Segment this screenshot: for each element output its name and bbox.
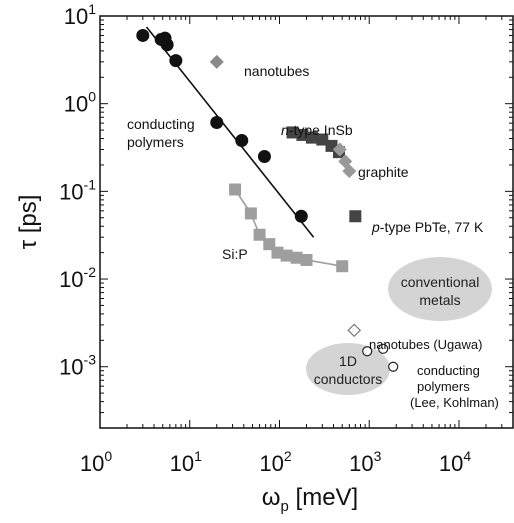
label-n-type-insb-italic: n (281, 122, 289, 138)
si-p-point (290, 251, 303, 264)
conducting-polymers-lee-kohlman-point (388, 361, 399, 372)
conducting-polymers-point (210, 116, 224, 130)
x-tick-label: 102 (259, 448, 291, 476)
marks-layer (136, 28, 399, 372)
nanotubes-ugawa-point (347, 323, 362, 338)
label-p-type-pbte: p-type PbTe, 77 K (371, 219, 484, 235)
label-graphite: graphite (358, 164, 409, 180)
x-tick-label: 104 (439, 448, 471, 476)
x-axis-title-rest: [meV] (289, 484, 358, 511)
x-axis-title: ωp [meV] (262, 484, 358, 515)
conducting-polymers-point (257, 149, 271, 163)
label-nanotubes-ugawa: nanotubes (Ugawa) (369, 337, 482, 352)
conducting-polymers-point (235, 134, 249, 148)
n-type-insb-point (296, 128, 309, 141)
tick-labels-layer: 100 101 102 103 104 10-3 10-2 10-1 100 101 (59, 1, 471, 476)
y-axis-title: τ [ps] (15, 195, 42, 250)
x-axis-title-sub: p (281, 498, 289, 515)
conducting-polymers-point (294, 209, 308, 223)
si-p-point (336, 260, 349, 273)
label-conducting-polymers-2: polymers (127, 134, 184, 150)
y-tick-label: 10-3 (59, 352, 96, 380)
x-tick-label: 101 (170, 448, 202, 476)
label-lee-kohlman-2: polymers (417, 379, 470, 394)
y-tick-label: 10-2 (59, 264, 96, 292)
n-type-insb-point (286, 126, 299, 139)
label-conventional-metals-2: metals (419, 292, 460, 308)
conducting-polymers-point (169, 54, 183, 68)
y-tick-label: 10-1 (59, 176, 96, 204)
label-conducting-polymers-1: conducting (127, 116, 195, 132)
graphite-point (342, 164, 357, 179)
y-tick-label: 101 (64, 1, 96, 29)
ticks-layer (99, 15, 514, 429)
conducting-polymers-point (160, 38, 174, 52)
conducting-polymers-lee-kohlman-point (378, 343, 389, 354)
x-tick-label: 103 (349, 448, 381, 476)
label-p-type-pbte-italic: p (371, 219, 380, 235)
label-lee-kohlman-3: (Lee, Kohlman) (410, 395, 499, 410)
y-tick-label: 100 (64, 89, 96, 117)
si-p-point (229, 183, 242, 196)
label-nanotubes: nanotubes (244, 63, 309, 79)
nanotubes-point (209, 54, 224, 69)
n-type-insb-point (316, 133, 329, 146)
label-conventional-metals-1: conventional (401, 274, 480, 290)
si-p-point (253, 228, 266, 241)
conducting-polymers-point (136, 28, 150, 42)
label-si-p: Si:P (222, 246, 248, 262)
p-type-pbte-77-k-point (349, 210, 362, 223)
label-p-type-pbte-rest: -type PbTe, 77 K (380, 219, 484, 235)
label-n-type-insb: n-type InSb (281, 122, 353, 138)
si-p-point (300, 253, 313, 266)
x-axis-title-main: ω (262, 484, 281, 511)
conventional-metals-region (388, 257, 492, 321)
label-n-type-insb-rest: -type InSb (289, 122, 353, 138)
x-tick-label: 100 (80, 448, 112, 476)
conducting-polymers-lee-kohlman-point (362, 346, 373, 357)
label-1d-conductors-1: 1D (339, 353, 357, 369)
si-p-point (280, 249, 293, 262)
n-type-insb-point (305, 131, 318, 144)
label-lee-kohlman-1: conducting (417, 363, 480, 378)
si-p-point (244, 207, 257, 220)
graphite-point (332, 142, 347, 157)
si-p-point (271, 246, 284, 259)
label-1d-conductors-2: conductors (314, 371, 382, 387)
